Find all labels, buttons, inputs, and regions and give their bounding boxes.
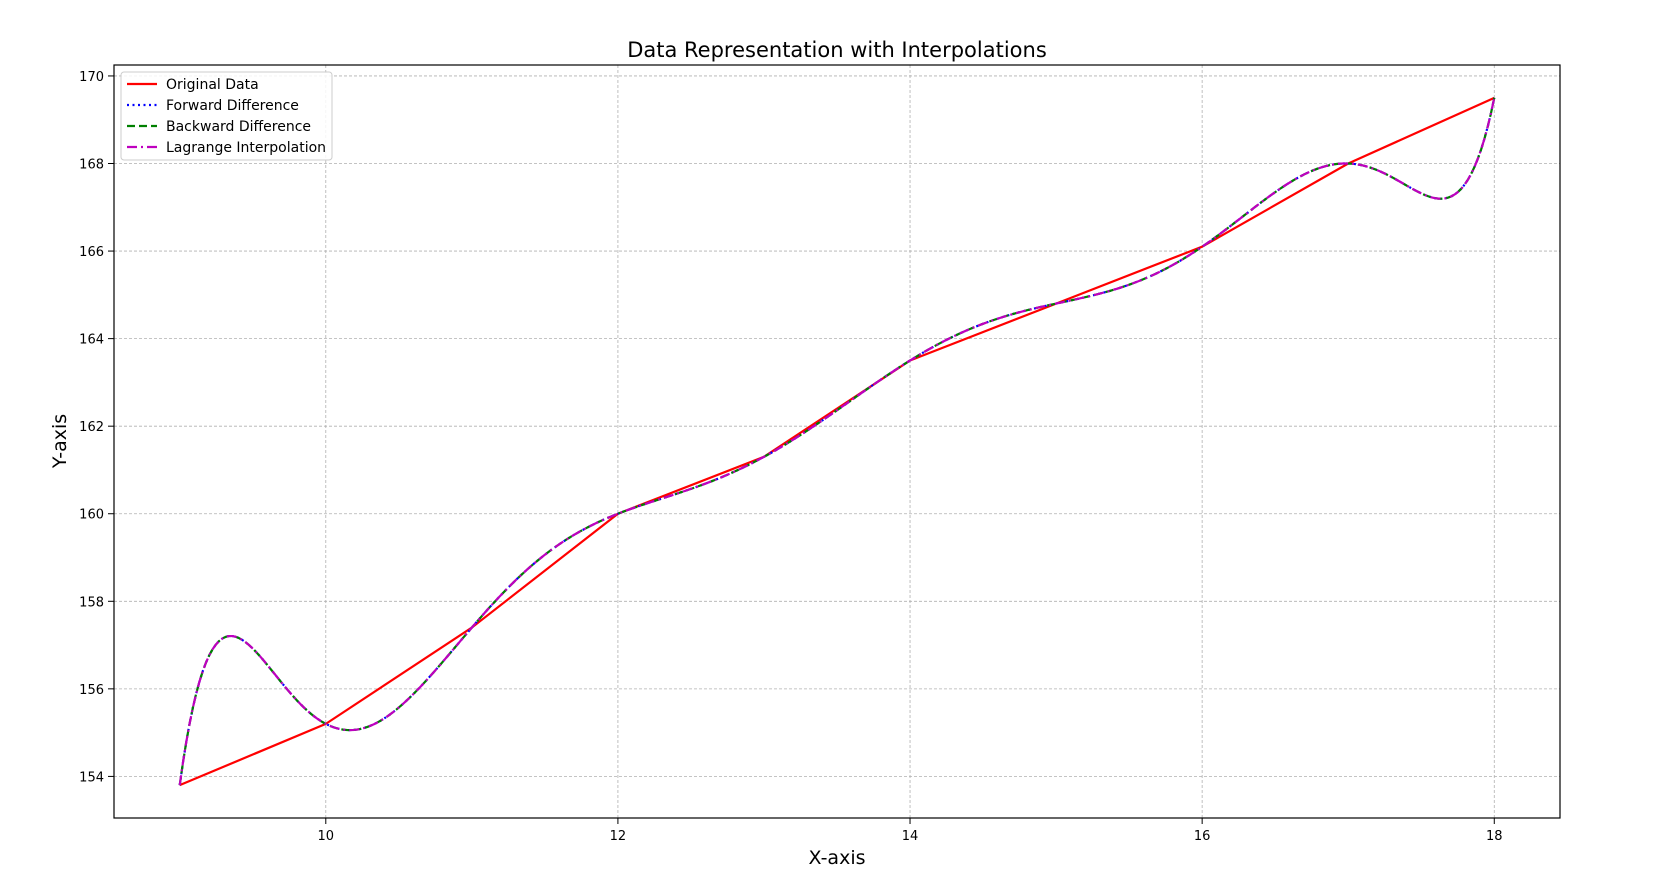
- legend-label-backward-difference: Backward Difference: [166, 119, 311, 135]
- legend-box: [120, 71, 333, 161]
- grid-lines: [114, 65, 1560, 818]
- axis-ticks: 10 12 14 16 18 154 156 158 160 162 164 166 168 170: [79, 70, 1502, 844]
- series-line-original-data: [179, 96, 1495, 787]
- y-tick-label: 168: [79, 158, 104, 173]
- plot-area: [178, 96, 1496, 787]
- y-tick-label: 170: [79, 70, 104, 85]
- x-tick-label: 10: [318, 829, 335, 844]
- y-tick-label: 156: [79, 683, 104, 698]
- y-tick-label: 166: [79, 245, 104, 260]
- x-tick-label: 18: [1486, 829, 1503, 844]
- legend-label-forward-difference: Forward Difference: [166, 98, 299, 114]
- y-tick-label: 162: [79, 420, 104, 435]
- chart-title: Data Representation with Interpolations: [627, 38, 1047, 62]
- y-tick-label: 164: [79, 333, 104, 348]
- x-tick-label: 14: [902, 829, 919, 844]
- y-tick-label: 160: [79, 508, 104, 523]
- y-tick-label: 154: [79, 770, 104, 785]
- x-axis-label: X-axis: [809, 847, 866, 869]
- y-tick-label: 158: [79, 595, 104, 610]
- y-axis-label: Y-axis: [49, 414, 71, 469]
- legend-label-lagrange-interpolation: Lagrange Interpolation: [166, 140, 326, 156]
- series-line-lagrange-interpolation: [178, 97, 1496, 786]
- x-tick-label: 12: [610, 829, 627, 844]
- legend: Original Data Forward Difference Backwar…: [120, 71, 333, 161]
- x-tick-label: 16: [1194, 829, 1211, 844]
- plot-frame: [113, 64, 1561, 819]
- legend-label-original-data: Original Data: [166, 77, 259, 93]
